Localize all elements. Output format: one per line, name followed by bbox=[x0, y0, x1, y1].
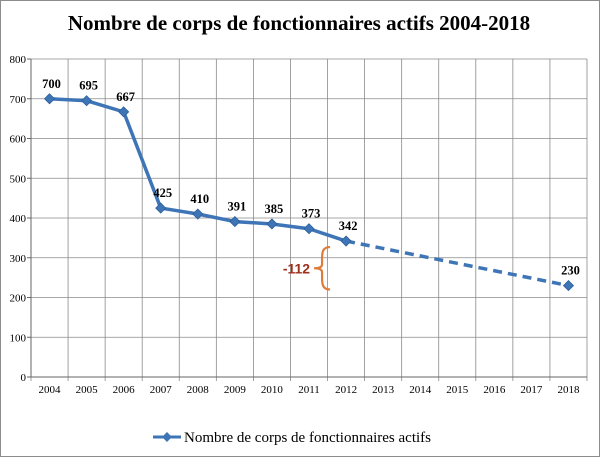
y-tick-labels: 0 100 200 300 400 500 600 700 800 bbox=[10, 54, 27, 384]
data-point-2005 bbox=[81, 95, 93, 107]
series-line-projection bbox=[345, 239, 569, 288]
x-tick-label-2016: 2016 bbox=[483, 384, 506, 396]
data-point-2018 bbox=[562, 280, 575, 292]
y-tick-label-200: 200 bbox=[10, 293, 27, 305]
data-point-2012 bbox=[340, 235, 352, 247]
data-point-2006 bbox=[118, 106, 130, 118]
x-tick-label-2008: 2008 bbox=[187, 384, 210, 396]
x-tick-label-2014: 2014 bbox=[409, 384, 432, 396]
y-tick-label-700: 700 bbox=[10, 94, 27, 106]
axes bbox=[27, 58, 587, 378]
data-label-2006: 667 bbox=[116, 90, 135, 104]
x-tick-label-2004: 2004 bbox=[39, 384, 62, 396]
legend: Nombre de corps de fonctionnaires actifs bbox=[153, 430, 431, 446]
legend-diamond-marker bbox=[162, 432, 172, 442]
data-label-2007: 425 bbox=[153, 186, 172, 200]
chart-title: Nombre de corps de fonctionnaires actifs… bbox=[68, 11, 530, 35]
y-tick-label-400: 400 bbox=[10, 213, 27, 225]
y-tick-label-300: 300 bbox=[10, 253, 27, 265]
data-label-2005: 695 bbox=[79, 79, 98, 93]
data-point-2004 bbox=[43, 93, 56, 105]
grid-lines bbox=[30, 58, 588, 381]
y-tick-label-800: 800 bbox=[10, 54, 27, 66]
y-tick-label-600: 600 bbox=[10, 134, 27, 146]
data-label-2010: 385 bbox=[265, 202, 284, 216]
x-tick-label-2010: 2010 bbox=[261, 384, 284, 396]
data-point-2007 bbox=[155, 202, 167, 214]
x-tick-label-2013: 2013 bbox=[372, 384, 395, 396]
data-point-2011 bbox=[303, 223, 315, 235]
x-tick-label-2011: 2011 bbox=[298, 384, 320, 396]
y-tick-label-0: 0 bbox=[21, 372, 27, 384]
y-tick-label-100: 100 bbox=[10, 332, 27, 344]
legend-label: Nombre de corps de fonctionnaires actifs bbox=[184, 430, 431, 446]
x-tick-labels: 2004 2005 2006 2007 2008 2009 2010 2011 2012 2013… bbox=[39, 384, 580, 396]
x-tick-label-2005: 2005 bbox=[76, 384, 99, 396]
x-tick-label-2006: 2006 bbox=[113, 384, 136, 396]
data-label-2008: 410 bbox=[190, 192, 209, 206]
data-label-2011: 373 bbox=[302, 207, 321, 221]
data-label-2018: 230 bbox=[561, 264, 580, 278]
data-point-2010 bbox=[266, 218, 278, 230]
x-tick-label-2012: 2012 bbox=[335, 384, 357, 396]
annotation-group: -112 bbox=[283, 245, 331, 291]
y-tick-label-500: 500 bbox=[10, 173, 27, 185]
data-point-2008 bbox=[192, 208, 204, 220]
annotation-label: -112 bbox=[283, 260, 310, 276]
x-tick-label-2009: 2009 bbox=[224, 384, 247, 396]
data-label-2009: 391 bbox=[227, 200, 246, 214]
data-label-2004: 700 bbox=[42, 77, 61, 91]
x-tick-label-2017: 2017 bbox=[520, 384, 543, 396]
data-label-2012: 342 bbox=[339, 219, 358, 233]
data-labels: 700 695 667 425 410 391 385 373 342 230 bbox=[42, 77, 580, 278]
data-point-2009 bbox=[229, 216, 241, 228]
x-tick-label-2007: 2007 bbox=[150, 384, 173, 396]
x-tick-label-2018: 2018 bbox=[557, 384, 580, 396]
x-tick-label-2015: 2015 bbox=[446, 384, 469, 396]
series-group bbox=[43, 93, 575, 292]
annotation-brace bbox=[314, 245, 331, 291]
